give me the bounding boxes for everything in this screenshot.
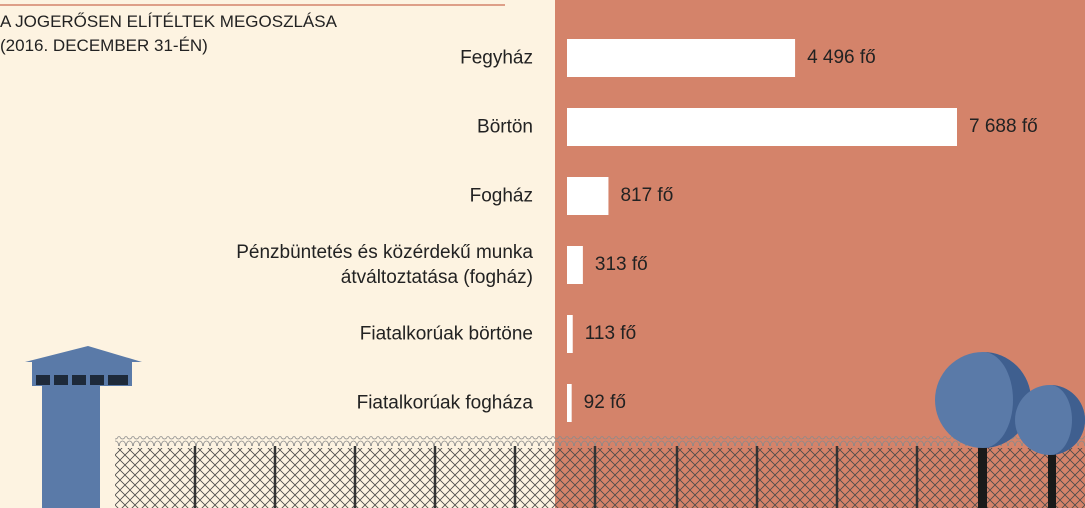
category-label: Pénzbüntetés és közérdekű munka átváltoz… — [223, 240, 533, 290]
value-label: 7 688 fő — [969, 116, 1038, 138]
value-label: 92 fő — [584, 392, 626, 414]
chart — [0, 0, 1085, 508]
category-label: Fogház — [223, 184, 533, 209]
chart-title: A JOGERŐSEN ELÍTÉLTEK MEGOSZLÁSA — [0, 12, 337, 32]
bar — [567, 384, 572, 422]
value-label: 4 496 fő — [807, 47, 876, 69]
bar — [567, 246, 583, 284]
value-label: 113 fő — [585, 323, 636, 345]
bar — [567, 177, 608, 215]
bar — [567, 39, 795, 77]
bar — [567, 315, 573, 353]
category-label: Börtön — [223, 115, 533, 140]
chart-subtitle: (2016. DECEMBER 31-ÉN) — [0, 36, 208, 56]
category-label: Fiatalkorúak börtöne — [223, 322, 533, 347]
fence-mesh — [115, 448, 1085, 508]
infographic: A JOGERŐSEN ELÍTÉLTEK MEGOSZLÁSA (2016. … — [0, 0, 1085, 508]
value-label: 817 fő — [620, 185, 673, 207]
value-label: 313 fő — [595, 254, 648, 276]
barbed-wire — [115, 436, 1085, 446]
bar — [567, 108, 957, 146]
category-label: Fegyház — [223, 46, 533, 71]
category-label: Fiatalkorúak fogháza — [223, 391, 533, 416]
